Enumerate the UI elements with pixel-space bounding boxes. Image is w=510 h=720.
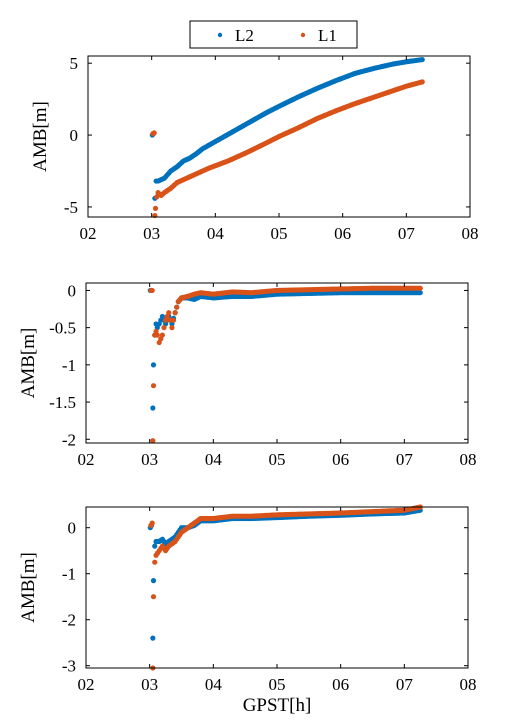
data-point bbox=[150, 635, 156, 641]
x-tick-label: 04 bbox=[205, 450, 223, 469]
y-tick-label: -1.5 bbox=[49, 393, 76, 412]
y-tick-label: 5 bbox=[70, 54, 79, 73]
y-tick-label: 0 bbox=[68, 281, 77, 300]
x-axis-title: GPST[h] bbox=[243, 695, 312, 716]
data-point bbox=[417, 285, 423, 291]
x-tick-label: 02 bbox=[80, 224, 97, 243]
x-tick-label: 06 bbox=[334, 224, 351, 243]
data-point bbox=[161, 325, 167, 331]
x-tick-label: 07 bbox=[396, 675, 414, 694]
data-point bbox=[172, 310, 178, 316]
data-point bbox=[159, 332, 165, 338]
y-tick-label: -3 bbox=[62, 657, 76, 676]
axes-frame bbox=[85, 282, 469, 444]
data-point bbox=[150, 362, 157, 368]
x-tick-label: 08 bbox=[460, 450, 477, 469]
data-point bbox=[174, 304, 180, 310]
y-tick-label: -5 bbox=[64, 198, 78, 217]
y-tick-label: -1 bbox=[62, 356, 76, 375]
series-l1 bbox=[150, 79, 425, 219]
panel-bottom: 02 03 04 05 06 07 08 -3 -2 -1 0 AMB[m] GPST[h] bbox=[18, 504, 477, 716]
x-tick-label: 05 bbox=[269, 675, 286, 694]
data-point bbox=[417, 290, 423, 296]
data-point bbox=[151, 130, 157, 136]
x-tick-label: 07 bbox=[396, 450, 414, 469]
legend-label-l2: L2 bbox=[235, 26, 254, 45]
y-tick-label: 0 bbox=[68, 519, 77, 538]
x-tick-label: 03 bbox=[141, 675, 158, 694]
x-tick-label: 05 bbox=[271, 224, 288, 243]
y-tick-label: 0 bbox=[70, 126, 79, 145]
data-point bbox=[149, 520, 155, 526]
y-tick-label: -1 bbox=[62, 565, 76, 584]
series-l2 bbox=[149, 56, 425, 201]
data-point bbox=[152, 559, 158, 565]
data-point bbox=[150, 383, 157, 389]
y-tick-label: -0.5 bbox=[49, 319, 76, 338]
series-l1 bbox=[148, 504, 423, 671]
x-tick-label: 03 bbox=[143, 224, 160, 243]
axes-frame bbox=[85, 506, 469, 669]
y-axis-title: AMB[m] bbox=[30, 101, 51, 172]
x-tick-label: 02 bbox=[78, 450, 95, 469]
x-tick-label: 06 bbox=[332, 450, 349, 469]
data-point bbox=[150, 578, 157, 584]
data-point bbox=[150, 594, 157, 600]
data-point bbox=[419, 79, 425, 85]
y-tick-label: -2 bbox=[62, 430, 76, 449]
x-tick-label: 08 bbox=[462, 224, 479, 243]
x-tick-label: 04 bbox=[205, 675, 223, 694]
x-tick-label: 02 bbox=[78, 675, 95, 694]
legend-label-l1: L1 bbox=[318, 26, 337, 45]
data-point bbox=[170, 317, 177, 323]
data-point bbox=[149, 287, 155, 294]
data-point bbox=[169, 325, 175, 331]
x-tick-label: 05 bbox=[269, 450, 286, 469]
data-point bbox=[152, 543, 158, 549]
y-axis-title: AMB[m] bbox=[18, 328, 39, 399]
legend-box bbox=[189, 20, 358, 49]
data-point bbox=[150, 438, 156, 444]
legend-marker-l2 bbox=[217, 32, 223, 38]
x-tick-label: 07 bbox=[398, 224, 416, 243]
data-point bbox=[152, 205, 159, 211]
panel-middle: 02 03 04 05 06 07 08 -2 -1.5 -1 -0.5 0 AMB[m] bbox=[18, 281, 477, 469]
y-tick-label: -2 bbox=[62, 611, 76, 630]
data-point bbox=[154, 332, 160, 338]
x-tick-label: 03 bbox=[141, 450, 158, 469]
series-l1 bbox=[148, 285, 423, 444]
legend-marker-l1 bbox=[300, 32, 306, 38]
x-tick-label: 06 bbox=[332, 675, 349, 694]
data-point bbox=[166, 310, 172, 316]
data-point bbox=[150, 405, 156, 411]
series-l2 bbox=[147, 287, 423, 411]
x-tick-label: 04 bbox=[207, 224, 225, 243]
y-axis-title: AMB[m] bbox=[18, 552, 39, 623]
data-point bbox=[419, 56, 425, 63]
x-tick-label: 08 bbox=[460, 675, 477, 694]
legend: L2 L1 bbox=[189, 20, 358, 49]
